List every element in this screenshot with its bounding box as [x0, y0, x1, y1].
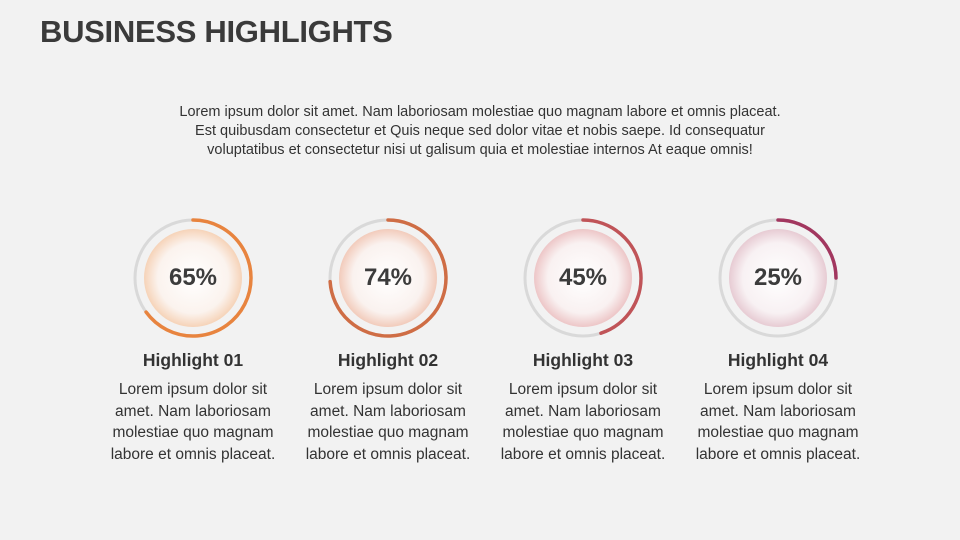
highlight-title: Highlight 02 [337, 350, 439, 370]
progress-arc [144, 218, 253, 338]
intro-line: Lorem ipsum dolor sit amet. Nam laborios… [179, 104, 781, 120]
highlight-title: Highlight 03 [532, 350, 634, 370]
highlight-title: Highlight 01 [142, 350, 244, 370]
highlight-title: Highlight 04 [727, 350, 829, 370]
progress-arc [328, 218, 448, 338]
description-line: amet. Nam laboriosam [310, 402, 466, 420]
description-line: labore et omnis placeat. [305, 445, 471, 463]
highlight-card-1: 65% Highlight 01 Lorem ipsum dolor sit a… [98, 216, 288, 465]
description-line: amet. Nam laboriosam [505, 402, 661, 420]
progress-inner-disc [144, 229, 242, 327]
description-line: Lorem ipsum dolor sit [703, 381, 853, 398]
highlight-description: Lorem ipsum dolor sit amet. Nam laborios… [488, 379, 678, 465]
progress-ring-1: 65% [131, 216, 255, 340]
highlight-percent: 25% [753, 264, 803, 291]
description-line: molestiae quo magnam [112, 424, 274, 441]
highlight-percent: 45% [558, 264, 608, 291]
description-line: amet. Nam laboriosam [115, 402, 271, 420]
progress-arc [581, 218, 643, 335]
progress-inner-disc [339, 229, 437, 327]
highlight-description: Lorem ipsum dolor sit amet. Nam laborios… [293, 379, 483, 465]
progress-ring-graphic [523, 218, 643, 338]
progress-ring-3: 45% [521, 216, 645, 340]
intro-line: voluptatibus et consectetur nisi ut gali… [207, 142, 753, 158]
description-line: labore et omnis placeat. [500, 445, 666, 463]
description-line: amet. Nam laboriosam [700, 402, 856, 420]
progress-inner-disc [729, 229, 827, 327]
highlight-description: Lorem ipsum dolor sit amet. Nam laborios… [98, 379, 288, 465]
page-title: BUSINESS HIGHLIGHTS [40, 14, 393, 49]
description-line: molestiae quo magnam [697, 424, 859, 441]
progress-inner-disc [534, 229, 632, 327]
highlight-card-4: 25% Highlight 04 Lorem ipsum dolor sit a… [683, 216, 873, 465]
progress-ring-4: 25% [716, 216, 840, 340]
description-line: labore et omnis placeat. [695, 445, 861, 463]
progress-ring-2: 74% [326, 216, 450, 340]
description-line: molestiae quo magnam [502, 424, 664, 441]
highlight-percent: 74% [363, 264, 413, 291]
highlight-percent: 65% [168, 264, 218, 291]
description-line: Lorem ipsum dolor sit [118, 381, 268, 398]
progress-ring-graphic [328, 218, 448, 338]
progress-ring-graphic [133, 218, 253, 338]
highlight-description: Lorem ipsum dolor sit amet. Nam laborios… [683, 379, 873, 465]
progress-ring-graphic [718, 218, 838, 338]
description-line: Lorem ipsum dolor sit [508, 381, 658, 398]
intro-line: Est quibusdam consectetur et Quis neque … [195, 123, 765, 139]
highlight-card-3: 45% Highlight 03 Lorem ipsum dolor sit a… [488, 216, 678, 465]
progress-arc [776, 218, 838, 280]
description-line: labore et omnis placeat. [110, 445, 276, 463]
description-line: molestiae quo magnam [307, 424, 469, 441]
highlight-card-2: 74% Highlight 02 Lorem ipsum dolor sit a… [293, 216, 483, 465]
description-line: Lorem ipsum dolor sit [313, 381, 463, 398]
intro-paragraph: Lorem ipsum dolor sit amet. Nam laborios… [160, 103, 800, 160]
